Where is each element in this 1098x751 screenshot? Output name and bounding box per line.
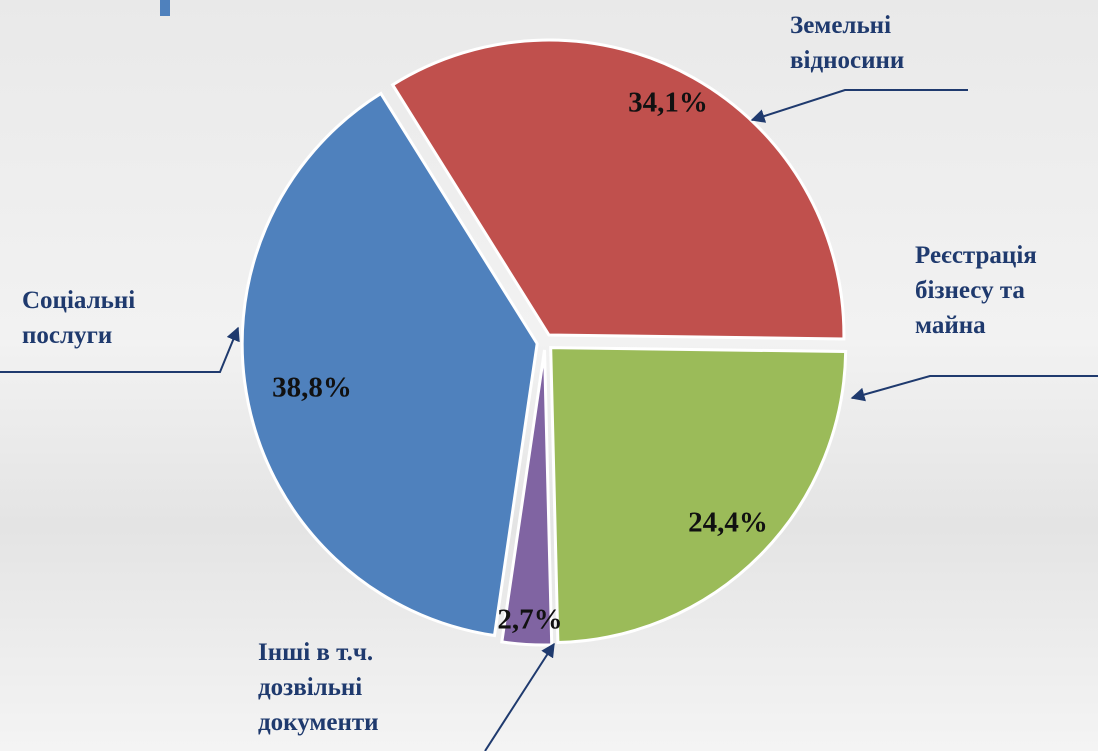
leader-line: [750, 89, 968, 123]
value-label: 24,4%: [688, 507, 768, 539]
pie-slice: [549, 346, 848, 645]
pie-slice: [390, 38, 846, 341]
value-label: 34,1%: [628, 87, 708, 119]
category-label: Земельні відносини: [790, 12, 905, 74]
accent-bar: [160, 0, 170, 16]
pie: [240, 38, 848, 647]
leader-line: [850, 375, 1098, 402]
pie-slice: [240, 91, 539, 638]
category-label: Інші в т.ч. дозвільні документи: [258, 639, 379, 736]
leader-line: [0, 326, 240, 373]
category-label: Соціальні послуги: [22, 287, 136, 349]
value-label: 38,8%: [272, 372, 352, 404]
leader-line: [484, 642, 555, 751]
value-label: 2,7%: [497, 604, 562, 636]
category-label: Реєстрація бізнесу та майна: [915, 242, 1037, 339]
